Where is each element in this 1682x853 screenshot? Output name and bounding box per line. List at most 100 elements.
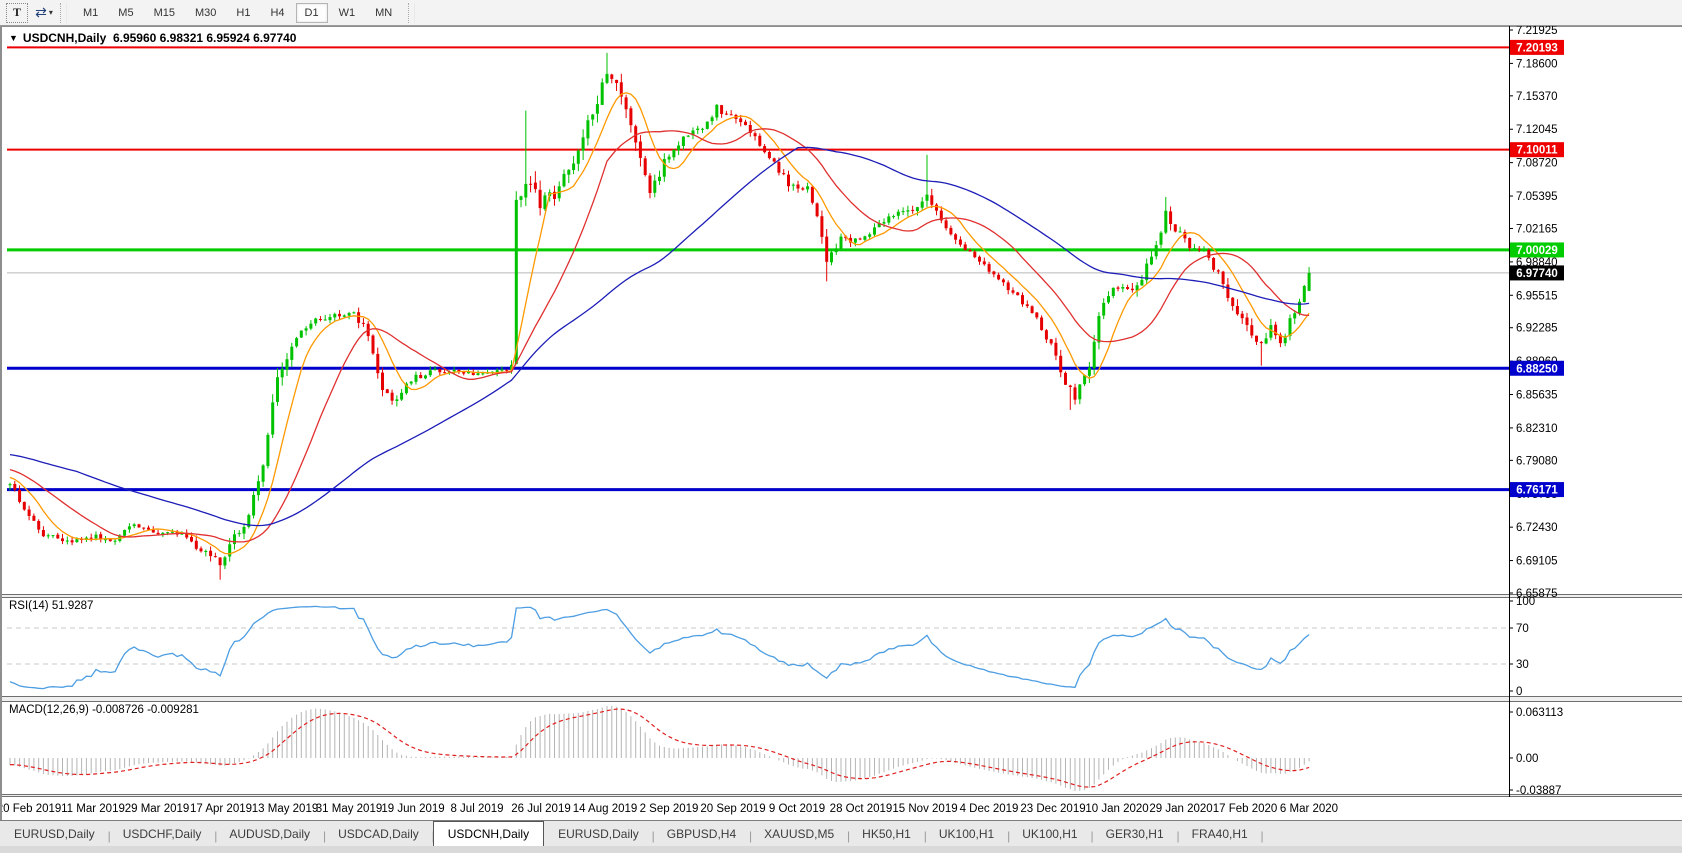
- price-tick-label: 7.02165: [1516, 223, 1558, 235]
- tab-separator: |: [1090, 829, 1094, 843]
- price-level-label-text: 7.00029: [1516, 245, 1558, 257]
- date-axis-label: 8 Jul 2019: [450, 803, 503, 815]
- price-level-label: [1510, 482, 1564, 498]
- price-level-label: [1510, 242, 1564, 258]
- tab-separator: |: [1176, 829, 1180, 843]
- rsi-current-value: 51.9287: [51, 600, 94, 612]
- timeframe-button-m5[interactable]: M5: [109, 3, 142, 23]
- chart-tab-audusd-daily[interactable]: AUDUSD,Daily |: [229, 827, 327, 843]
- tab-separator: |: [1260, 829, 1264, 843]
- tab-separator: |: [651, 829, 655, 843]
- chart-tab-uk100-h1[interactable]: UK100,H1 |: [1022, 827, 1094, 843]
- date-axis-label: 29 Jan 2020: [1149, 803, 1212, 815]
- date-axis-label: 17 Feb 2020: [1213, 803, 1278, 815]
- date-axis-label: 13 May 2019: [252, 803, 319, 815]
- price-tick-label: 6.82310: [1516, 423, 1558, 435]
- timeframe-button-w1[interactable]: W1: [330, 3, 365, 23]
- date-axis-label: 26 Jul 2019: [511, 803, 570, 815]
- price-tick-label: 6.95515: [1516, 290, 1558, 302]
- chart-tab-hk50-h1[interactable]: HK50,H1 |: [862, 827, 927, 843]
- moving-average-slow-line: [9, 146, 1310, 527]
- price-tick-label: 7.08720: [1516, 158, 1558, 170]
- date-axis-label: 15 Nov 2019: [892, 803, 957, 815]
- date-axis-label: 23 Dec 2019: [1020, 803, 1085, 815]
- panel-separator[interactable]: [2, 696, 1682, 702]
- rsi-indicator-label: RSI(14) 51.9287: [9, 600, 93, 612]
- rsi-tick-label: 70: [1516, 623, 1529, 635]
- macd-indicator-label: MACD(12,26,9) -0.008726 -0.009281: [9, 704, 199, 716]
- panel-separator[interactable]: [2, 794, 1682, 797]
- moving-average-medium-line: [9, 128, 1310, 543]
- date-axis-label: 11 Mar 2019: [61, 803, 125, 815]
- rsi-line: [9, 605, 1310, 690]
- price-level-label-text: 6.97740: [1516, 268, 1558, 280]
- price-tick-label: 6.65875: [1516, 588, 1558, 600]
- date-axis-label: 29 Mar 2019: [125, 803, 190, 815]
- chart-tab-eurusd-daily[interactable]: EURUSD,Daily |: [14, 827, 111, 843]
- date-axis-label: 20 Feb 2019: [2, 803, 61, 815]
- timeframe-button-m1[interactable]: M1: [74, 3, 107, 23]
- chart-title-bar[interactable]: ▼ USDCNH,Daily 6.95960 6.98321 6.95924 6.…: [9, 31, 296, 45]
- chart-tab-fra40-h1[interactable]: FRA40,H1 |: [1191, 827, 1264, 843]
- date-axis-label: 19 Jun 2019: [381, 803, 444, 815]
- price-tick-label: 7.12045: [1516, 124, 1558, 136]
- symbol-tab-bar: EURUSD,Daily | USDCHF,Daily | AUDUSD,Daily | U…: [0, 820, 1682, 846]
- price-level-label: [1510, 39, 1564, 55]
- tab-separator: |: [847, 829, 851, 843]
- rsi-tick-label: 100: [1516, 596, 1535, 608]
- moving-average-fast-line: [9, 92, 1310, 555]
- text-tool-icon[interactable]: T: [6, 2, 28, 23]
- date-axis-label: 6 Mar 2020: [1280, 803, 1338, 815]
- timeframe-button-mn[interactable]: MN: [366, 3, 401, 23]
- price-tick-label: 6.72430: [1516, 522, 1558, 534]
- timeframe-button-m30[interactable]: M30: [186, 3, 225, 23]
- timeframe-button-m15[interactable]: M15: [145, 3, 184, 23]
- timeframe-button-d1[interactable]: D1: [295, 2, 328, 23]
- date-axis-label: 17 Apr 2019: [190, 803, 252, 815]
- rsi-tick-label: 0: [1516, 686, 1522, 698]
- candles-layer: [8, 52, 1311, 580]
- timeframe-button-h1[interactable]: H1: [227, 3, 259, 23]
- date-axis-label: 31 May 2019: [316, 803, 383, 815]
- chart-background: [2, 26, 1682, 820]
- price-level-label-text: 6.76171: [1516, 485, 1558, 497]
- date-axis-label: 14 Aug 2019: [573, 803, 638, 815]
- chart-tab-usdcad-daily[interactable]: USDCAD,Daily|: [324, 823, 435, 846]
- panel-separator[interactable]: [2, 594, 1682, 598]
- price-level-label: [1510, 360, 1564, 376]
- price-tick-label: 7.18600: [1516, 58, 1558, 70]
- chevron-down-icon: ▾: [48, 8, 53, 17]
- chart-tab-uk100-h1[interactable]: UK100,H1 |: [938, 827, 1011, 843]
- price-level-label: [1510, 142, 1564, 158]
- chart-tab-usdchf-daily[interactable]: USDCHF,Daily |: [122, 827, 218, 843]
- macd-signal-line: [9, 708, 1310, 788]
- toolbar-separator: [60, 2, 67, 23]
- ohlc-values: 6.95960 6.98321 6.95924 6.97740: [112, 31, 297, 45]
- price-tick-label: 6.92285: [1516, 323, 1558, 335]
- tab-separator: |: [1007, 829, 1011, 843]
- chart-tab-eurusd-daily[interactable]: EURUSD,Daily |: [558, 827, 655, 843]
- macd-tick-label: 0.063113: [1516, 707, 1563, 719]
- cycle-arrows-icon[interactable]: ⇄ ▾: [34, 4, 54, 22]
- chart-tab-xauusd-m5[interactable]: XAUUSD,M5 |: [764, 827, 851, 843]
- rsi-name: RSI(14): [9, 600, 49, 612]
- macd-name: MACD(12,26,9): [9, 704, 89, 716]
- price-chart-canvas[interactable]: 7.21925 7.18600 7.15370 7.12045 7.08720 7.053…: [2, 26, 1682, 820]
- chart-tab-usdcnh-daily[interactable]: USDCNH,Daily: [432, 821, 545, 846]
- cycle-arrows-glyph: ⇄: [35, 4, 47, 20]
- price-level-label-text: 7.20193: [1516, 42, 1558, 54]
- date-axis-label: 10 Jan 2020: [1085, 803, 1148, 815]
- toolbar-separator: [408, 2, 416, 23]
- tab-separator: |: [214, 829, 218, 843]
- price-level-label-text: 7.10011: [1517, 145, 1559, 157]
- chart-tab-ger30-h1[interactable]: GER30,H1 |: [1105, 827, 1180, 843]
- timeframe-button-h4[interactable]: H4: [261, 3, 293, 23]
- tab-separator: |: [749, 829, 753, 843]
- macd-tick-label: -0.03887: [1516, 785, 1561, 797]
- toolbar: T ⇄ ▾ M1 M5 M15 M30 H1 H4 D1 W1 MN: [0, 0, 1682, 26]
- tab-separator: |: [923, 829, 927, 843]
- chart-tab-gbpusd-h4[interactable]: GBPUSD,H4 |: [666, 827, 753, 843]
- date-axis-label: 28 Oct 2019: [830, 803, 893, 815]
- collapse-triangle-icon[interactable]: ▼: [9, 33, 18, 43]
